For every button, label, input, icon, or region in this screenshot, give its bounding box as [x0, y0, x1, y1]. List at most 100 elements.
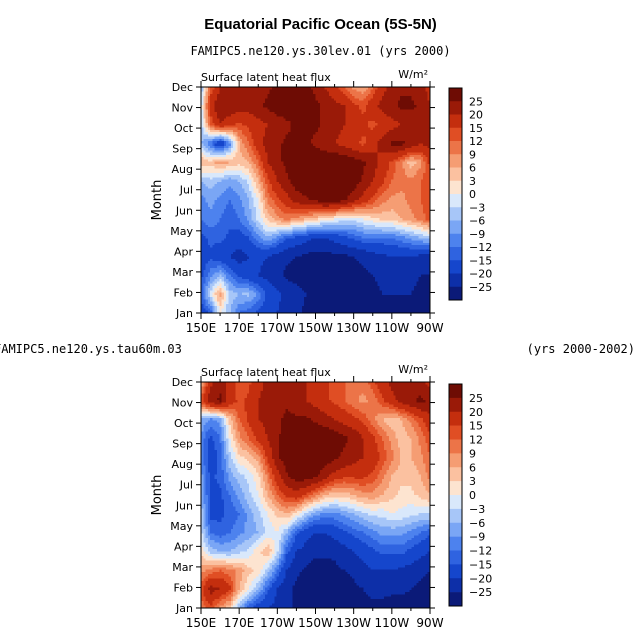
heatmap-cell: [342, 120, 346, 124]
heatmap-cell: [260, 166, 264, 169]
heatmap-cell: [278, 111, 282, 115]
heatmap-cell: [381, 120, 385, 124]
heatmap-cell: [301, 129, 305, 133]
heatmap-cell: [423, 116, 426, 120]
heatmap-cell: [290, 96, 293, 99]
heatmap-cell: [333, 163, 337, 167]
heatmap-cell: [233, 105, 236, 108]
heatmap-cell: [418, 109, 422, 113]
heatmap-cell: [418, 141, 422, 144]
heatmap-cell: [212, 91, 216, 95]
heatmap-cell: [372, 141, 376, 144]
heatmap-cell: [244, 116, 248, 120]
heatmap-cell: [365, 129, 369, 133]
heatmap-cell: [233, 120, 236, 124]
heatmap-cell: [375, 143, 378, 147]
heatmap-cell: [349, 114, 353, 117]
heatmap-cell: [274, 93, 277, 97]
heatmap-cell: [285, 136, 289, 140]
heatmap-cell: [329, 96, 332, 99]
heatmap-cell: [397, 134, 401, 138]
heatmap-cell: [283, 157, 287, 160]
heatmap-cell: [402, 129, 406, 133]
heatmap-cell: [393, 87, 397, 90]
heatmap-cell: [377, 127, 381, 131]
heatmap-cell: [290, 109, 293, 113]
heatmap-cell: [235, 143, 239, 147]
heatmap-cell: [404, 136, 408, 140]
heatmap-cell: [375, 123, 378, 126]
heatmap-cell: [201, 123, 204, 126]
heatmap-cell: [418, 125, 422, 129]
heatmap-cell: [391, 161, 394, 165]
heatmap-cell: [391, 116, 394, 120]
heatmap-cell: [320, 148, 323, 151]
heatmap-cell: [207, 145, 211, 149]
heatmap-cell: [423, 120, 426, 124]
heatmap-cell: [288, 102, 291, 106]
heatmap-cell: [418, 148, 422, 151]
heatmap-cell: [310, 152, 314, 156]
heatmap-cell: [333, 93, 337, 97]
heatmap-cell: [230, 89, 234, 92]
heatmap-cell: [372, 98, 376, 101]
heatmap-cell: [326, 163, 330, 167]
heatmap-cell: [402, 145, 406, 149]
heatmap-cell: [267, 123, 271, 126]
heatmap-cell: [205, 127, 209, 131]
heatmap-cell: [281, 120, 284, 124]
heatmap-cell: [365, 107, 369, 110]
heatmap-cell: [342, 145, 346, 149]
heatmap-cell: [228, 127, 232, 131]
heatmap-cell: [384, 116, 387, 120]
heatmap-cell: [297, 114, 300, 117]
heatmap-cell: [402, 102, 406, 106]
heatmap-cell: [381, 150, 385, 153]
heatmap-cell: [324, 159, 328, 162]
heatmap-cell: [258, 132, 261, 135]
heatmap-cell: [375, 136, 378, 140]
heatmap-cell: [418, 96, 422, 99]
heatmap-cell: [420, 105, 424, 108]
heatmap-cell: [297, 120, 300, 124]
heatmap-cell: [393, 138, 397, 142]
heatmap-cell: [354, 107, 358, 110]
heatmap-cell: [395, 136, 399, 140]
heatmap-cell: [381, 132, 385, 135]
heatmap-cell: [242, 136, 245, 140]
heatmap-cell: [377, 152, 381, 156]
heatmap-cell: [331, 132, 335, 135]
heatmap-cell: [212, 168, 216, 172]
heatmap-cell: [271, 120, 275, 124]
heatmap-cell: [235, 96, 239, 99]
heatmap-cell: [306, 123, 310, 126]
heatmap-cell: [239, 96, 243, 99]
heatmap-cell: [251, 132, 255, 135]
heatmap-cell: [267, 91, 271, 95]
heatmap-cell: [388, 157, 392, 160]
heatmap-cell: [317, 96, 321, 99]
heatmap-cell: [400, 136, 403, 140]
heatmap-cell: [244, 91, 248, 95]
heatmap-cell: [418, 105, 422, 108]
heatmap-cell: [317, 118, 321, 122]
heatmap-cell: [352, 109, 355, 113]
heatmap-cell: [285, 127, 289, 131]
heatmap-cell: [214, 100, 218, 104]
heatmap-cell: [333, 107, 337, 110]
heatmap-cell: [388, 166, 392, 169]
heatmap-cell: [425, 136, 429, 140]
heatmap-cell: [427, 166, 431, 169]
heatmap-cell: [292, 123, 296, 126]
heatmap-cell: [352, 141, 355, 144]
heatmap-cell: [255, 166, 259, 169]
heatmap-cell: [395, 116, 399, 120]
heatmap-cell: [402, 150, 406, 153]
heatmap-cell: [416, 98, 419, 101]
heatmap-cell: [214, 109, 218, 113]
heatmap-cell: [262, 89, 266, 92]
heatmap-cell: [375, 102, 378, 106]
heatmap-cell: [276, 129, 280, 133]
heatmap-cell: [397, 89, 401, 92]
heatmap-cell: [210, 143, 213, 147]
